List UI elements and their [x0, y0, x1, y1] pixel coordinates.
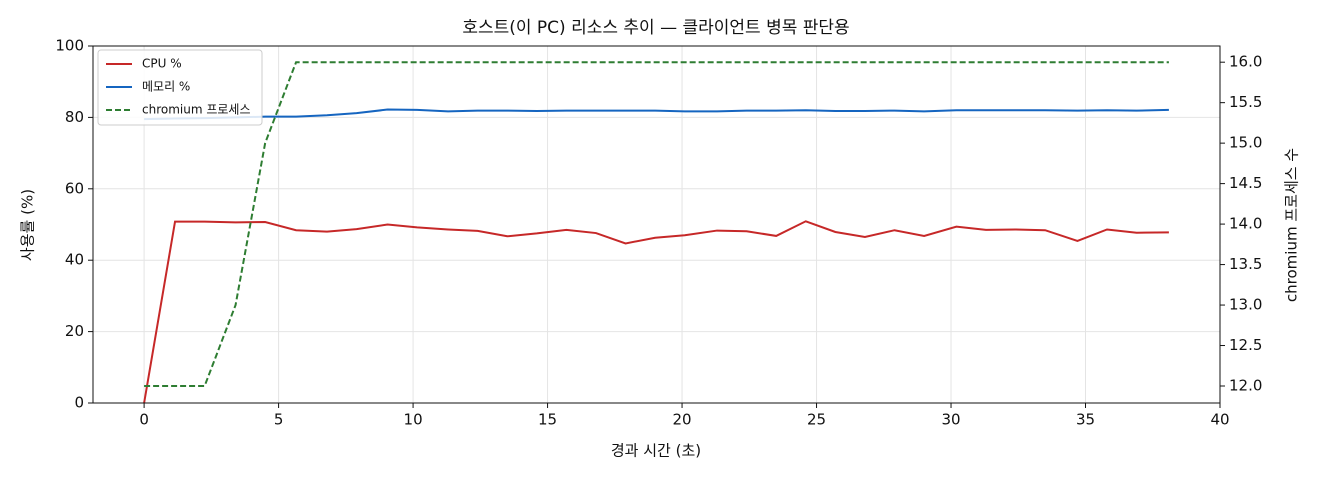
- x-tick-label: 30: [941, 411, 960, 429]
- x-tick-label: 10: [404, 411, 423, 429]
- chart-title: 호스트(이 PC) 리소스 추이 — 클라이언트 병목 판단용: [462, 18, 849, 38]
- x-axis-label: 경과 시간 (초): [611, 442, 701, 460]
- y2-tick-label: 14.0: [1229, 215, 1262, 233]
- y-tick-label: 0: [74, 394, 84, 412]
- series-line: [144, 61, 1169, 387]
- y-tick-label: 20: [65, 322, 84, 340]
- x-tick-label: 0: [139, 411, 149, 429]
- y2-tick-label: 15.5: [1229, 93, 1262, 111]
- y-tick-label: 40: [65, 251, 84, 269]
- y2-tick-label: 13.5: [1229, 255, 1262, 273]
- y2-tick-label: 13.0: [1229, 296, 1262, 314]
- y-tick-label: 80: [65, 108, 84, 126]
- y-tick-label: 60: [65, 179, 84, 197]
- y-tick-label: 100: [55, 37, 84, 55]
- x-tick-label: 40: [1210, 411, 1229, 429]
- x-tick-label: 15: [538, 411, 557, 429]
- x-tick-label: 20: [673, 411, 692, 429]
- y2-tick-label: 14.5: [1229, 174, 1262, 192]
- y-axis-label: 사용률 (%): [19, 189, 37, 261]
- y2-tick-label: 12.5: [1229, 336, 1262, 354]
- legend-label: 메모리 %: [142, 80, 190, 94]
- legend-box: [97, 49, 263, 126]
- plot-frame: [92, 45, 1221, 404]
- x-tick-label: 35: [1076, 411, 1095, 429]
- legend-label: CPU %: [142, 57, 182, 71]
- y2-tick-label: 12.0: [1229, 377, 1262, 395]
- y2-tick-label: 15.0: [1229, 134, 1262, 152]
- legend: CPU % 메모리 % chromium 프로세스: [97, 49, 263, 126]
- series-line: [143, 220, 1169, 404]
- y2-axis-label: chromium 프로세스 수: [1283, 148, 1301, 302]
- x-tick-label: 25: [807, 411, 826, 429]
- y2-tick-label: 16.0: [1229, 53, 1262, 71]
- legend-label: chromium 프로세스: [142, 103, 251, 117]
- series-line: [144, 108, 1169, 121]
- x-tick-label: 5: [274, 411, 284, 429]
